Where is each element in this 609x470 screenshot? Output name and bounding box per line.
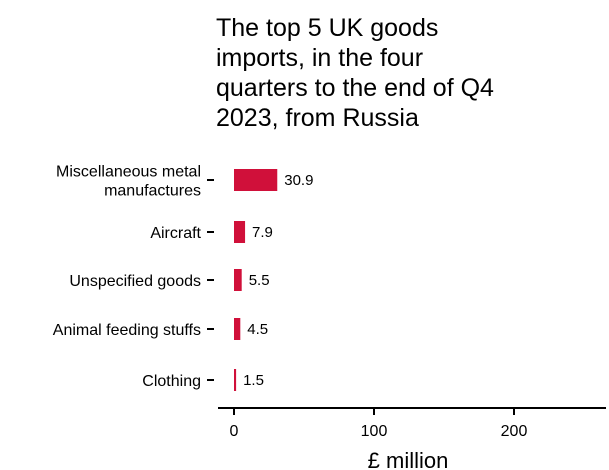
bar [234, 169, 278, 191]
value-label: 5.5 [249, 272, 270, 289]
bar [234, 221, 246, 243]
chart-title-line: The top 5 UK goods [216, 14, 438, 42]
bars [234, 169, 278, 391]
category-label: Miscellaneous metal [56, 164, 201, 181]
x-axis: 0100200300400500 [218, 407, 606, 440]
category-label: Unspecified goods [69, 273, 201, 290]
value-label: 7.9 [252, 224, 273, 241]
chart-title-line: quarters to the end of Q4 [216, 74, 494, 102]
bar [234, 318, 241, 340]
x-tick-label: 200 [501, 423, 528, 440]
category-label: Clothing [142, 373, 201, 390]
x-tick-label: 100 [361, 423, 388, 440]
bar [234, 269, 242, 291]
category-label: Aircraft [150, 225, 201, 242]
chart-title-line: 2023, from Russia [216, 104, 419, 132]
category-label: Animal feeding stuffs [53, 322, 201, 339]
bar [234, 369, 237, 391]
value-label: 4.5 [247, 321, 268, 338]
value-label: 1.5 [243, 372, 264, 389]
value-label: 30.9 [284, 172, 313, 189]
chart-title-line: imports, in the four [216, 44, 423, 72]
x-axis-title: £ million [368, 448, 449, 470]
value-labels: 30.9 7.9 5.5 4.5 1.5 [243, 172, 313, 389]
category-label: manufactures [104, 183, 201, 200]
category-labels: Miscellaneous metal manufactures Aircraft U… [53, 164, 214, 390]
x-tick-label: 0 [230, 423, 239, 440]
